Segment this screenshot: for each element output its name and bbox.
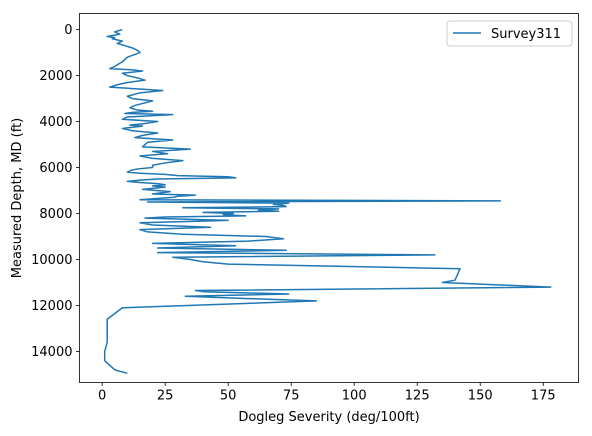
legend-label: Survey311 <box>491 27 561 42</box>
y-tick-label: 6000 <box>39 161 72 176</box>
x-axis-ticks: 0 25 50 75 100 125 150 175 <box>98 382 556 404</box>
legend: Survey311 <box>446 20 573 47</box>
x-tick-label: 150 <box>468 389 493 404</box>
legend-box <box>446 20 573 47</box>
x-tick-label: 75 <box>283 389 300 404</box>
plot-frame <box>79 13 579 383</box>
x-tick-label: 175 <box>531 389 556 404</box>
series-layer <box>103 28 552 375</box>
x-tick-label: 0 <box>98 389 106 404</box>
y-tick-label: 8000 <box>39 207 72 222</box>
y-tick-label: 14000 <box>31 345 72 360</box>
x-axis-label: Dogleg Severity (deg/100ft) <box>238 410 419 425</box>
y-axis-label: Measured Depth, MD (ft) <box>10 118 25 278</box>
y-tick-label: 2000 <box>39 69 72 84</box>
y-tick-label: 12000 <box>31 299 72 314</box>
series-line-survey311 <box>103 28 552 375</box>
x-tick-label: 100 <box>342 389 367 404</box>
y-tick-label: 4000 <box>39 115 72 130</box>
x-tick-label: 50 <box>220 389 237 404</box>
y-tick-label: 0 <box>64 23 72 38</box>
y-axis-ticks: 0 2000 4000 6000 8000 10000 12000 14000 <box>31 23 80 360</box>
x-tick-label: 25 <box>157 389 174 404</box>
y-tick-label: 10000 <box>31 253 72 268</box>
x-tick-label: 125 <box>405 389 430 404</box>
